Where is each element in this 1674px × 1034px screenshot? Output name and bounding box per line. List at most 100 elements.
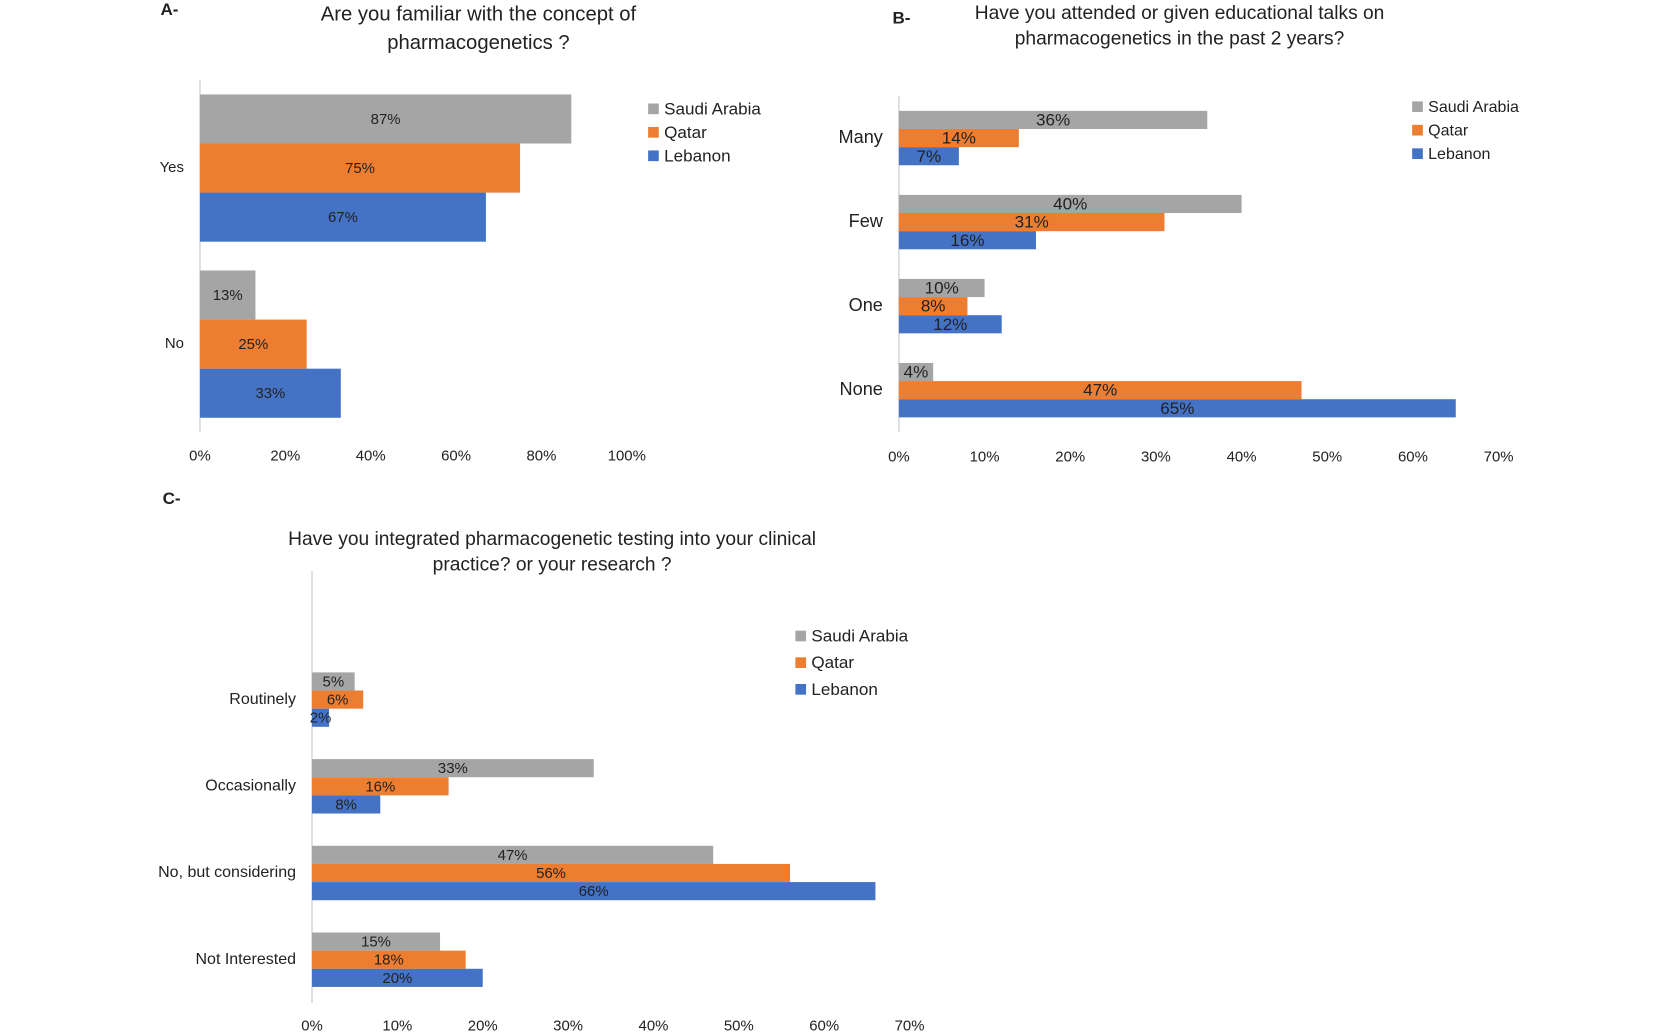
legend-label: Lebanon [1428, 146, 1490, 163]
legend-swatch [795, 657, 807, 668]
data-label: 56% [536, 865, 566, 882]
bar [898, 110, 1208, 129]
x-tick-label: 50% [724, 1017, 754, 1034]
data-label: 33% [255, 385, 285, 402]
x-tick-label: 20% [1055, 449, 1085, 466]
panel-label: A- [160, 0, 178, 19]
x-tick-label: 80% [526, 448, 556, 465]
bar [311, 932, 441, 951]
legend-swatch [1412, 148, 1423, 159]
x-tick-label: 100% [608, 448, 646, 465]
bar [898, 362, 934, 382]
x-tick-label: 40% [356, 448, 386, 465]
data-label: 18% [374, 952, 404, 969]
bar [199, 192, 486, 242]
bar [898, 213, 1165, 232]
data-label: 13% [213, 287, 243, 304]
panel-label: C- [163, 489, 181, 508]
data-label: 65% [1160, 399, 1194, 418]
legend-label: Saudi Arabia [664, 99, 761, 118]
bar [311, 863, 791, 883]
y-tick-label: Many [839, 127, 884, 147]
y-tick-label: None [840, 379, 883, 399]
bar [311, 708, 330, 727]
legend-label: Lebanon [811, 680, 877, 699]
bar [898, 194, 1242, 214]
chart-title: Have you integrated pharmacogenetic test… [288, 529, 816, 550]
x-tick-label: 30% [1141, 449, 1171, 466]
x-tick-label: 0% [301, 1017, 323, 1034]
x-tick-label: 10% [382, 1017, 412, 1034]
x-tick-label: 70% [1484, 449, 1514, 466]
x-tick-label: 20% [270, 448, 300, 465]
data-label: 10% [925, 279, 959, 298]
bar [199, 319, 307, 369]
chart-title: pharmacogenetics ? [387, 32, 570, 54]
legend-label: Saudi Arabia [1428, 99, 1519, 116]
legend-swatch [1412, 101, 1423, 113]
data-label: 75% [345, 160, 375, 177]
data-label: 2% [310, 710, 332, 727]
data-label: 8% [921, 297, 946, 316]
y-tick-label: Routinely [229, 691, 296, 708]
legend-label: Qatar [664, 123, 707, 142]
data-label: 5% [323, 673, 345, 690]
x-tick-label: 60% [809, 1017, 839, 1034]
bar [199, 270, 256, 320]
bar [311, 845, 714, 864]
data-label: 67% [328, 209, 358, 226]
legend-swatch [1412, 124, 1423, 136]
data-label: 7% [917, 147, 942, 166]
legend-label: Saudi Arabia [811, 627, 908, 646]
data-label: 20% [382, 970, 412, 987]
chart-title: Have you attended or given educational t… [975, 3, 1385, 24]
legend-swatch [648, 126, 659, 138]
data-label: 15% [361, 934, 391, 951]
y-tick-label: No, but considering [158, 864, 296, 881]
bar [311, 968, 483, 987]
x-tick-label: 40% [1227, 449, 1257, 466]
bar [311, 795, 381, 814]
y-tick-label: Yes [160, 159, 184, 176]
data-label: 87% [371, 111, 401, 128]
legend-swatch [648, 150, 659, 162]
data-label: 12% [933, 315, 967, 334]
bar [898, 147, 959, 166]
data-label: 47% [498, 847, 528, 864]
x-tick-label: 0% [189, 448, 211, 465]
data-label: 36% [1036, 110, 1070, 129]
bar [898, 231, 1036, 250]
x-tick-label: 20% [468, 1017, 498, 1034]
bar [898, 128, 1019, 148]
data-label: 40% [1053, 195, 1087, 214]
legend-label: Qatar [811, 653, 854, 672]
data-label: 8% [335, 796, 357, 813]
x-tick-label: 60% [1398, 449, 1428, 466]
legend-swatch [648, 103, 659, 115]
x-tick-label: 10% [970, 449, 1000, 466]
bar [199, 143, 521, 193]
chart-title: pharmacogenetics in the past 2 years? [1015, 29, 1345, 50]
bar [898, 315, 1002, 334]
x-tick-label: 40% [639, 1017, 669, 1034]
x-tick-label: 30% [553, 1017, 583, 1034]
y-tick-label: No [165, 335, 184, 352]
y-tick-label: One [849, 295, 883, 315]
data-label: 16% [365, 778, 395, 795]
data-label: 33% [438, 760, 468, 777]
bar [311, 759, 594, 778]
legend-label: Qatar [1428, 122, 1469, 139]
bar [898, 381, 1302, 400]
data-label: 4% [904, 363, 929, 382]
data-label: 6% [327, 692, 349, 709]
x-tick-label: 70% [895, 1017, 925, 1034]
bar [311, 690, 364, 709]
x-tick-label: 0% [888, 449, 910, 466]
legend-label: Lebanon [664, 146, 730, 165]
bar [199, 368, 341, 418]
data-label: 31% [1015, 213, 1049, 232]
data-label: 16% [950, 231, 984, 250]
chart-title: practice? or your research ? [433, 555, 672, 576]
